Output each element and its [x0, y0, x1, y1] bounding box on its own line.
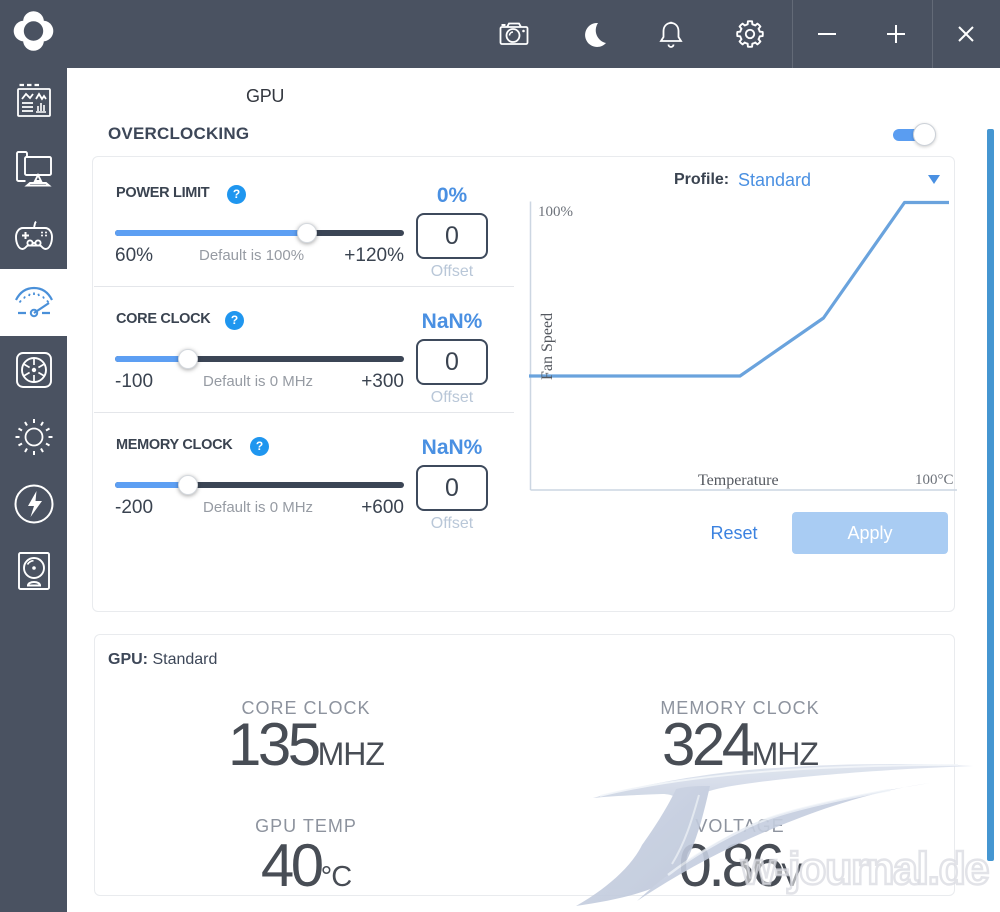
- svg-text:100°C: 100°C: [915, 472, 954, 488]
- svg-text:Fan Speed: Fan Speed: [539, 313, 556, 380]
- svg-text:100%: 100%: [538, 204, 573, 220]
- svg-text:Temperature: Temperature: [698, 472, 779, 489]
